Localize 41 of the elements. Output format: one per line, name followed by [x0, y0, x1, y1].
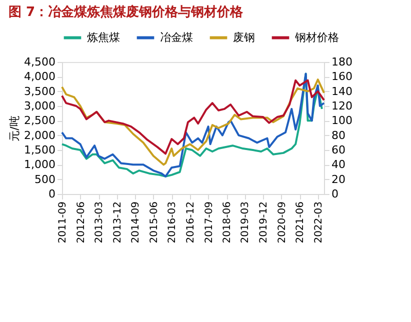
y2-tick-label: 0: [332, 188, 338, 200]
chart-title: 图 7：冶金煤炼焦煤废钢价格与钢材价格: [8, 4, 244, 20]
x-tick-label: 2016-03: [167, 202, 178, 244]
y-tick-label: 1,000: [24, 158, 56, 172]
legend-label: 钢材价格: [294, 30, 339, 44]
x-tick-label: 2013-12: [112, 202, 124, 244]
y-tick-label: 3,500: [24, 84, 56, 98]
x-tick-label: 2012-06: [76, 202, 87, 244]
x-tick-label: 2015-06: [148, 202, 160, 244]
x-tick-label: 2020-09: [276, 202, 288, 244]
x-tick-label: 2021-06: [295, 202, 306, 244]
x-tick-label: 2016-12: [185, 202, 196, 244]
y2-tick-label: 80: [332, 128, 346, 142]
y-tick-label: 4,500: [24, 56, 56, 68]
x-tick-label: 2011-09: [58, 202, 68, 244]
y2-tick-label: 60: [332, 144, 346, 156]
y2-tick-label: 40: [332, 158, 346, 172]
y-tick-label: 500: [34, 172, 56, 186]
y-tick-label: 2,500: [24, 114, 56, 128]
legend-label: 冶金煤: [160, 30, 193, 44]
x-tick-label: 2018-06: [222, 202, 233, 244]
y2-tick-label: 20: [332, 172, 346, 186]
y-tick-label: 4,000: [24, 70, 56, 84]
y-tick-label: 0: [48, 188, 56, 200]
x-tick-label: 2017-09: [204, 202, 215, 244]
y2-tick-label: 120: [332, 100, 352, 112]
y2-tick-label: 160: [332, 70, 352, 84]
legend-label: 炼焦煤: [87, 30, 120, 44]
x-tick-label: 2013-03: [94, 202, 106, 244]
x-tick-label: 2019-12: [258, 202, 270, 244]
y-tick-label: 3,000: [24, 100, 56, 112]
legend-label: 废钢: [233, 30, 255, 44]
y-tick-label: 2,000: [24, 128, 56, 142]
x-tick-label: 2019-03: [240, 202, 252, 244]
y2-tick-label: 140: [332, 84, 352, 98]
y-axis-title: 元/吨: [8, 116, 22, 142]
y-tick-label: 1,500: [24, 144, 56, 156]
y2-tick-label: 100: [332, 114, 352, 128]
y2-tick-label: 180: [332, 56, 352, 68]
x-tick-label: 2022-03: [313, 202, 324, 244]
x-tick-label: 2014-09: [130, 202, 142, 244]
